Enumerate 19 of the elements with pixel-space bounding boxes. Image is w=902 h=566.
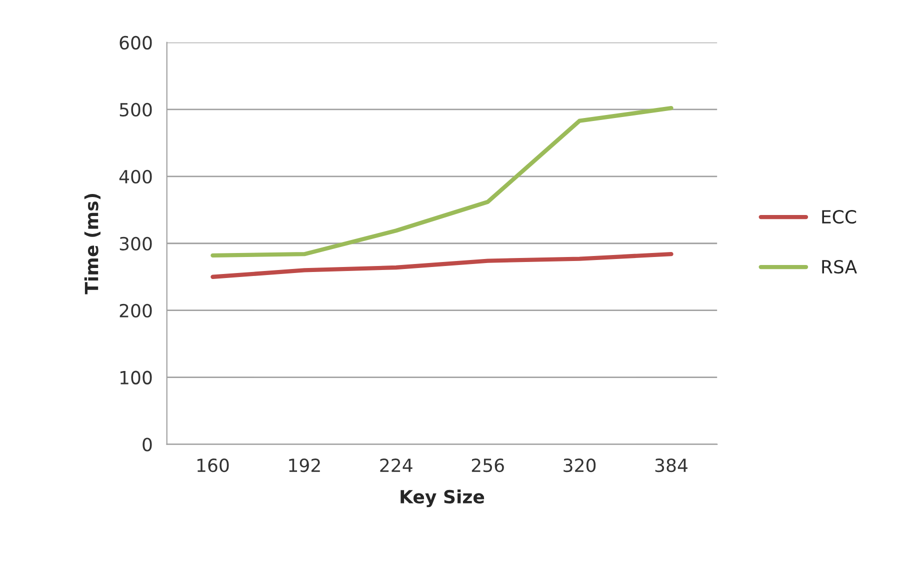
- x-tick-label: 224: [380, 458, 412, 472]
- legend-label: RSA: [822, 260, 857, 274]
- x-tick-label: 384: [655, 458, 688, 472]
- x-tick-label: 256: [472, 458, 504, 472]
- line-series: [210, 252, 674, 279]
- y-tick-label: 400: [119, 170, 152, 184]
- y-axis-title: Time (ms): [84, 194, 100, 294]
- x-tick-label: 160: [197, 458, 229, 472]
- legend-label: ECC: [822, 210, 856, 224]
- y-tick-label: 0: [142, 438, 152, 452]
- x-tick-label: 320: [564, 458, 596, 472]
- y-tick-label: 600: [120, 36, 152, 50]
- y-tick-label: 200: [120, 304, 152, 318]
- x-axis-title: Key Size: [400, 490, 484, 508]
- line-series: [210, 106, 674, 258]
- y-tick-label: 100: [120, 370, 152, 384]
- y-tick-label: 500: [120, 102, 152, 117]
- x-tick-label: 192: [289, 458, 320, 472]
- y-tick-label: 300: [120, 236, 152, 250]
